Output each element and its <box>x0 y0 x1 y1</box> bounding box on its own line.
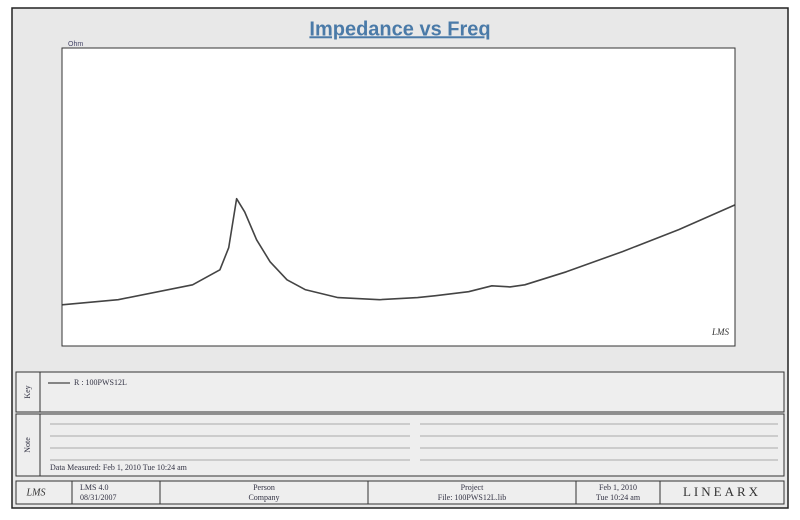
footer-person: Person <box>253 483 275 492</box>
series-line <box>61 197 736 306</box>
chart-title: Impedance vs Freq <box>309 18 490 40</box>
footer-version: LMS 4.0 <box>80 483 108 492</box>
plot-border <box>61 47 736 347</box>
legend-entry: R : 100PWS12L <box>74 378 127 387</box>
key-label: Key <box>23 385 32 398</box>
plot-logo: LMS <box>711 327 730 337</box>
note-text: Data Measured: Feb 1, 2010 Tue 10:24 am <box>50 463 188 472</box>
footer-brand: LINEARX <box>683 484 761 499</box>
footer-time: Tue 10:24 am <box>596 493 641 502</box>
footer <box>15 480 785 505</box>
footer-date: Feb 1, 2010 <box>599 483 637 492</box>
footer-file: File: 100PWS12L.lib <box>438 493 506 502</box>
footer-version-date: 08/31/2007 <box>80 493 116 502</box>
key-panel <box>15 371 785 413</box>
plot-area <box>62 48 735 346</box>
footer-project: Project <box>461 483 484 492</box>
y-unit: Ohm <box>68 41 83 48</box>
footer-logo: LMS <box>26 487 46 498</box>
note-label: Note <box>23 437 32 453</box>
footer-company: Company <box>248 493 279 502</box>
